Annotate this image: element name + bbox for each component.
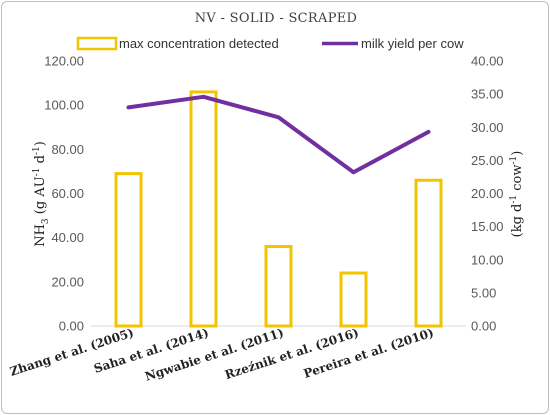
right-axis-ticks: 0.00 5.00 10.00 15.00 20.00 25.00 30.00 35.00 40… (471, 54, 504, 334)
line-series (126, 94, 431, 175)
bar (264, 245, 293, 328)
category-label: Rzeźnik et al. (2016) (223, 326, 360, 383)
y-right-title-sup2: -1 (509, 156, 519, 165)
legend-bar-label: max concentration detected (119, 36, 279, 51)
left-tick-label: 120.00 (44, 54, 84, 69)
y-left-title-sup1: -1 (32, 168, 42, 177)
right-tick-label: 20.00 (471, 186, 504, 201)
bar (339, 271, 368, 328)
right-tick-label: 35.00 (471, 87, 504, 102)
legend-line-label: milk yield per cow (361, 36, 464, 51)
right-tick-label: 40.00 (471, 54, 504, 69)
left-tick-label: 20.00 (51, 274, 84, 289)
bar (114, 172, 143, 328)
y-left-title-end: ) (33, 141, 48, 146)
y-left-title-mid2: d (33, 155, 48, 167)
category-labels: Zhang et al. (2005)Saha et al. (2014)Ngw… (8, 326, 435, 384)
right-tick-label: 15.00 (471, 219, 504, 234)
left-tick-label: 80.00 (51, 142, 84, 157)
left-tick-label: 0.00 (59, 319, 84, 334)
left-tick-label: 40.00 (51, 230, 84, 245)
y-right-title-mid: cow (510, 164, 525, 194)
y-axis-left-title: NH3 (g AU-1 d-1) (32, 141, 51, 247)
y-left-title-sup2: -1 (32, 146, 42, 155)
y-right-title-sup1: -1 (509, 195, 519, 204)
category-label: Zhang et al. (2005) (8, 326, 135, 379)
right-tick-label: 25.00 (471, 153, 504, 168)
y-left-title-base: NH (33, 224, 48, 247)
right-tick-label: 30.00 (471, 120, 504, 135)
legend-bar-swatch (76, 36, 118, 51)
y-right-title-base: (kg d (510, 204, 525, 238)
legend: max concentration detected milk yield pe… (76, 36, 464, 51)
y-axis-right-title: (kg d-1 cow-1) (509, 151, 525, 238)
right-tick-label: 5.00 (471, 285, 496, 300)
left-tick-label: 100.00 (44, 98, 84, 113)
milk-yield-line (126, 94, 431, 175)
chart-title: NV - SOLID - SCRAPED (195, 11, 358, 26)
right-tick-label: 10.00 (471, 252, 504, 267)
y-left-title-mid: (g AU (33, 176, 48, 218)
left-tick-label: 60.00 (51, 186, 84, 201)
left-axis-ticks: 0.00 20.00 40.00 60.00 80.00 100.00 120.00 (44, 54, 84, 334)
y-left-title-sub: 3 (41, 218, 51, 224)
y-right-title-end: ) (510, 151, 525, 156)
bar-series (114, 90, 443, 328)
right-tick-label: 0.00 (471, 319, 496, 334)
bar (414, 178, 443, 328)
category-label: Pereira et al. (2010) (302, 326, 436, 381)
bar (189, 90, 218, 328)
